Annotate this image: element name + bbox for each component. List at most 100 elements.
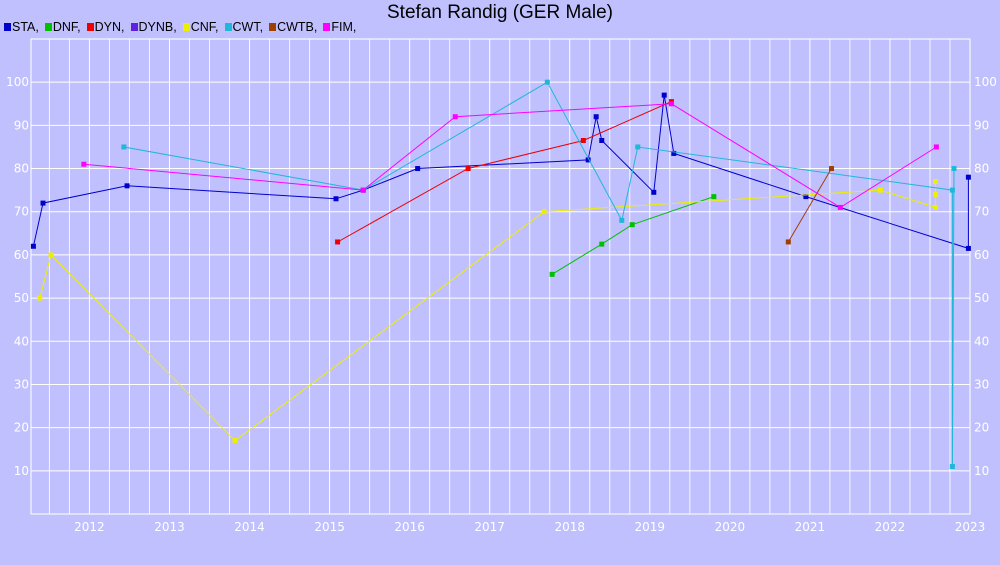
data-point-dnf: [629, 222, 635, 228]
x-tick-label: 2013: [154, 520, 185, 534]
y-tick-label-left: 90: [14, 118, 29, 132]
legend-swatch: [4, 23, 11, 31]
y-tick-label-left: 70: [14, 205, 29, 219]
data-point-cnf: [48, 252, 54, 258]
legend-label: CWTB,: [277, 20, 318, 34]
legend: STA, DNF, DYN, DYNB, CNF, CWT, CWTB, FIM,: [4, 20, 362, 34]
y-tick-label-right: 10: [974, 464, 989, 478]
y-tick-label-left: 40: [14, 334, 29, 348]
data-point-sta: [803, 194, 809, 200]
data-point-cnf: [232, 438, 238, 444]
data-point-sta: [585, 157, 591, 163]
legend-label: DNF,: [52, 20, 81, 34]
data-point-cwt: [635, 144, 641, 150]
data-point-cwtb: [785, 239, 791, 245]
data-point-dyn: [580, 137, 586, 143]
legend-item-fim: FIM,: [323, 20, 356, 34]
data-point-cwt: [121, 144, 127, 150]
plot-frame: [30, 38, 971, 515]
x-tick-label: 2021: [795, 520, 826, 534]
y-tick-label-left: 80: [14, 162, 29, 176]
data-point-sta: [671, 150, 677, 156]
y-tick-label-right: 80: [974, 162, 989, 176]
y-tick-label-right: 70: [974, 205, 989, 219]
series-line-sta: [32, 95, 969, 250]
data-point-sta: [593, 114, 599, 120]
y-tick-label-right: 100: [974, 75, 997, 89]
data-point-sta: [30, 243, 36, 249]
y-tick-label-left: 50: [14, 291, 29, 305]
y-tick-label-left: 100: [6, 75, 29, 89]
x-tick-label: 2015: [314, 520, 345, 534]
data-point-sta: [40, 200, 46, 206]
series-line-fim: [83, 103, 937, 208]
y-tick-label-left: 20: [14, 421, 29, 435]
data-point-dnf: [549, 271, 555, 277]
legend-item-cwtb: CWTB,: [269, 20, 317, 34]
legend-item-sta: STA,: [4, 20, 39, 34]
data-point-dnf: [599, 241, 605, 247]
y-tick-label-right: 40: [974, 334, 989, 348]
y-tick-label-right: 90: [974, 118, 989, 132]
data-point-cwt: [949, 187, 955, 193]
data-point-cnf: [933, 191, 939, 197]
legend-swatch: [269, 23, 277, 31]
data-point-cwt: [619, 217, 625, 223]
x-tick-label: 2022: [875, 520, 906, 534]
data-point-cwt: [544, 79, 550, 85]
legend-swatch: [130, 23, 138, 31]
data-point-cnf: [877, 187, 883, 193]
data-point-sta: [415, 166, 421, 172]
x-tick-label: 2020: [715, 520, 746, 534]
series-line-cwt: [123, 81, 955, 467]
data-point-cnf: [933, 204, 939, 210]
y-tick-label-right: 50: [974, 291, 989, 305]
data-point-sta: [124, 183, 130, 189]
x-tick-label: 2012: [74, 520, 105, 534]
y-tick-label-left: 30: [14, 377, 29, 391]
data-point-fim: [837, 204, 843, 210]
data-point-sta: [599, 137, 605, 143]
data-point-cwt: [951, 166, 957, 172]
data-point-dnf: [711, 194, 717, 200]
data-point-cwt: [949, 464, 955, 469]
chart-title: Stefan Randig (GER Male): [387, 2, 613, 23]
legend-item-cwt: CWT,: [224, 20, 264, 34]
series-line-cwtb: [787, 168, 832, 243]
x-tick-label: 2023: [955, 520, 986, 534]
legend-label: CWT,: [232, 20, 264, 34]
y-tick-label-right: 30: [974, 377, 989, 391]
data-point-fim: [933, 144, 939, 150]
data-point-sta: [965, 174, 971, 180]
legend-label: DYN,: [94, 20, 125, 34]
data-point-fim: [668, 101, 674, 107]
data-point-fim: [452, 114, 458, 120]
data-point-sta: [661, 92, 667, 98]
data-point-cnf: [933, 179, 939, 184]
series-line-dnf: [551, 196, 714, 275]
legend-item-cnf: CNF,: [182, 20, 219, 34]
data-point-sta: [333, 196, 339, 202]
y-tick-label-left: 10: [14, 464, 29, 478]
x-tick-label: 2018: [554, 520, 585, 534]
data-point-sta: [965, 245, 971, 251]
legend-label: CNF,: [190, 20, 219, 34]
legend-label: STA,: [12, 20, 39, 34]
y-tick-label-right: 20: [974, 421, 989, 435]
data-point-sta: [651, 189, 657, 195]
legend-label: FIM,: [331, 20, 357, 34]
x-tick-label: 2019: [635, 520, 666, 534]
legend-swatch: [86, 23, 94, 31]
x-tick-label: 2014: [234, 520, 265, 534]
series-line-dyn: [337, 101, 672, 243]
x-tick-label: 2016: [394, 520, 425, 534]
legend-label: DYNB,: [138, 20, 177, 34]
data-point-fim: [360, 187, 366, 193]
legend-item-dnf: DNF,: [44, 20, 81, 34]
legend-swatch: [182, 23, 190, 31]
data-point-dyn: [465, 166, 471, 172]
legend-swatch: [44, 23, 52, 31]
y-tick-label-right: 60: [974, 248, 989, 262]
legend-swatch: [224, 23, 232, 31]
